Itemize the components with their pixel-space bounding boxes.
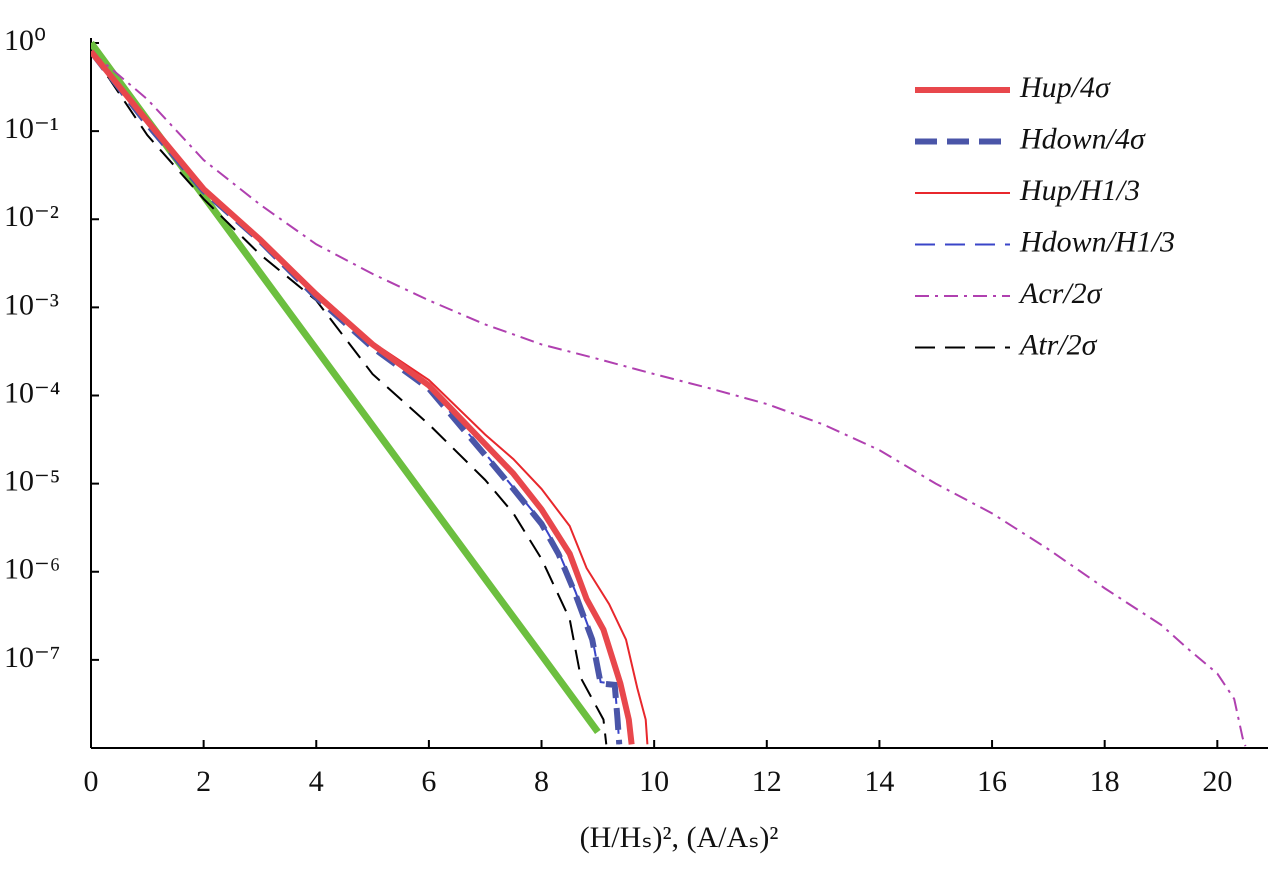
y-tick-label: 10⁻⁵: [4, 465, 60, 498]
y-tick-label: 10⁻¹: [4, 112, 59, 145]
y-tick-label: 10⁻⁶: [4, 553, 60, 586]
x-tick-label: 8: [534, 765, 549, 798]
x-axis-label: (H/Hₛ)², (A/Aₛ)²: [580, 821, 779, 854]
y-tick-label: 10⁻⁷: [4, 641, 60, 674]
x-tick-label: 16: [977, 765, 1007, 798]
x-tick-label: 12: [752, 765, 782, 798]
legend-label: Atr/2σ: [1018, 328, 1098, 361]
legend-label: Hdown/4σ: [1019, 122, 1146, 155]
legend-label: Hup/H1/3: [1019, 174, 1140, 207]
x-tick-label: 20: [1202, 765, 1232, 798]
x-tick-label: 6: [421, 765, 436, 798]
x-tick-label: 4: [309, 765, 324, 798]
series-line: [91, 49, 635, 745]
y-tick-label: 10⁻³: [4, 288, 59, 321]
x-tick-label: 14: [864, 765, 894, 798]
legend-label: Hdown/H1/3: [1019, 225, 1175, 258]
series-line: [91, 50, 1247, 747]
y-tick-label: 10⁻²: [4, 200, 59, 233]
y-tick-label: 10⁻⁴: [4, 376, 60, 409]
y-tick-label: 10⁰: [4, 24, 46, 57]
x-tick-label: 0: [84, 765, 99, 798]
x-tick-label: 2: [196, 765, 211, 798]
legend-label: Acr/2σ: [1018, 277, 1103, 310]
legend-label: Hup/4σ: [1019, 71, 1111, 104]
x-tick-label: 10: [639, 765, 669, 798]
series-line: [91, 50, 608, 745]
x-tick-label: 18: [1090, 765, 1120, 798]
